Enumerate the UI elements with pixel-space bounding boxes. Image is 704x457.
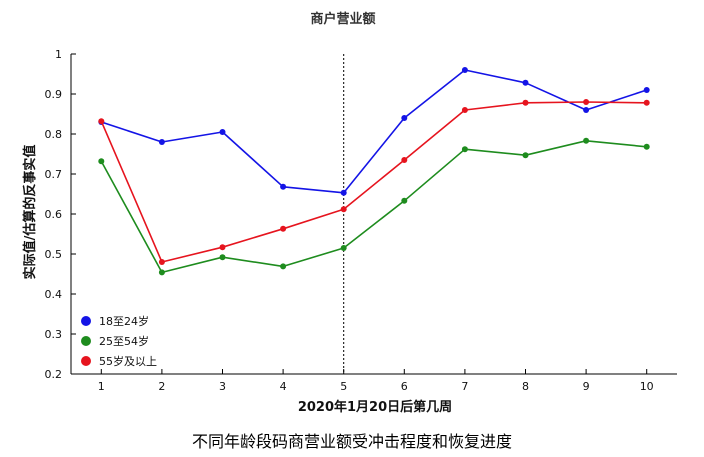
y-tick-label: 0.5 — [45, 248, 63, 261]
data-point-series2-x6 — [401, 197, 408, 204]
x-tick-label: 1 — [98, 380, 105, 393]
x-tick-label: 8 — [522, 380, 529, 393]
legend-label-2: 25至54岁 — [99, 334, 149, 348]
data-point-series1-x6 — [401, 115, 408, 121]
y-tick-label: 0.3 — [45, 328, 63, 341]
chart-title: 商户营业额 — [310, 11, 375, 27]
x-tick-label: 3 — [219, 380, 226, 393]
data-point-series3-x5 — [340, 206, 347, 213]
series-line-3 — [100, 101, 647, 263]
data-point-series3-x8 — [522, 99, 529, 106]
x-tick-label: 9 — [583, 380, 590, 393]
legend: 18至24岁 25至54岁 55岁及以上 — [81, 314, 157, 368]
figure-caption: 不同年龄段码商营业额受冲击程度和恢复进度 — [191, 432, 512, 451]
data-point-series1-x10 — [643, 87, 650, 93]
data-point-series2-x9 — [583, 137, 590, 144]
x-tick-label: 4 — [280, 380, 287, 393]
data-point-series2-x2 — [158, 269, 165, 276]
series-line-1 — [101, 69, 647, 194]
legend-marker-3 — [81, 356, 91, 366]
data-point-series3-x2 — [158, 259, 165, 265]
data-point-series3-x9 — [583, 99, 590, 105]
legend-marker-2 — [81, 336, 91, 346]
data-point-series2-x7 — [461, 146, 468, 153]
y-tick-label: 0.4 — [45, 288, 63, 301]
legend-label-1: 18至24岁 — [99, 314, 149, 328]
data-point-series1-x8 — [522, 79, 529, 86]
series-line-2 — [100, 140, 647, 274]
legend-marker-1 — [81, 316, 91, 326]
data-point-series1-x2 — [158, 139, 165, 145]
data-point-series3-x7 — [461, 107, 468, 113]
data-point-series1-x5 — [340, 189, 347, 196]
legend-label-3: 55岁及以上 — [99, 354, 157, 368]
y-tick-label: 0.2 — [45, 368, 63, 381]
data-point-series3-x6 — [401, 157, 408, 163]
x-tick-label: 10 — [640, 380, 654, 393]
data-point-series3-x10 — [643, 99, 650, 106]
data-point-series3-x1 — [98, 118, 105, 125]
data-point-series3-x4 — [280, 225, 287, 232]
data-point-series2-x4 — [280, 263, 287, 270]
x-tick-label: 2 — [158, 380, 165, 393]
x-tick-label: 6 — [401, 380, 408, 393]
data-point-series2-x10 — [643, 143, 650, 150]
x-tick-label: 7 — [461, 380, 468, 393]
y-tick-label: 0.9 — [45, 88, 63, 101]
data-point-series3-x3 — [219, 244, 226, 251]
y-tick-label: 0.6 — [45, 208, 63, 221]
y-tick-label: 0.7 — [45, 168, 63, 181]
y-tick-label: 1 — [55, 48, 62, 61]
data-point-series2-x5 — [340, 245, 347, 251]
data-point-series2-x8 — [522, 152, 529, 159]
plot-area — [98, 54, 650, 374]
data-point-series1-x3 — [219, 129, 226, 135]
data-point-series2-x3 — [219, 254, 226, 261]
y-axis-label: 实际值/估算的反事实值 — [22, 145, 38, 280]
y-tick-label: 0.8 — [45, 128, 63, 141]
data-point-series2-x1 — [98, 158, 105, 165]
x-axis-label: 2020年1月20日后第几周 — [298, 399, 452, 415]
data-point-series1-x4 — [280, 183, 287, 190]
data-point-series1-x9 — [583, 107, 590, 113]
axes: 0.2 0.3 0.4 0.5 0.6 0.7 0.8 0.9 1 1 2 3 4 5 6 7 8 9 10 — [45, 48, 677, 393]
x-tick-label: 5 — [340, 380, 347, 393]
data-point-series1-x7 — [461, 67, 468, 73]
